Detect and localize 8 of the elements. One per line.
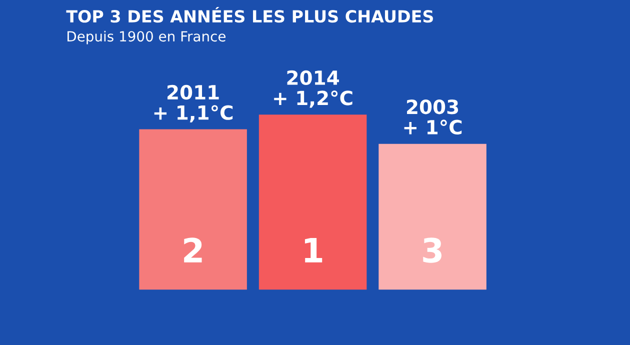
data-label: 2011 + 1,1°C: [154, 84, 233, 122]
chart-title: TOP 3 DES ANNÉES LES PLUS CHAUDES: [66, 7, 433, 23]
data-label: 2014 + 1,2°C: [274, 70, 352, 108]
x-tick-label: 1: [304, 238, 322, 262]
x-tick-label: 3: [423, 238, 442, 263]
data-label: 2003 + 1°C: [404, 100, 462, 135]
chart-subtitle: Depuis 1900 en France: [68, 30, 226, 44]
x-tick-label: 2: [184, 238, 202, 262]
